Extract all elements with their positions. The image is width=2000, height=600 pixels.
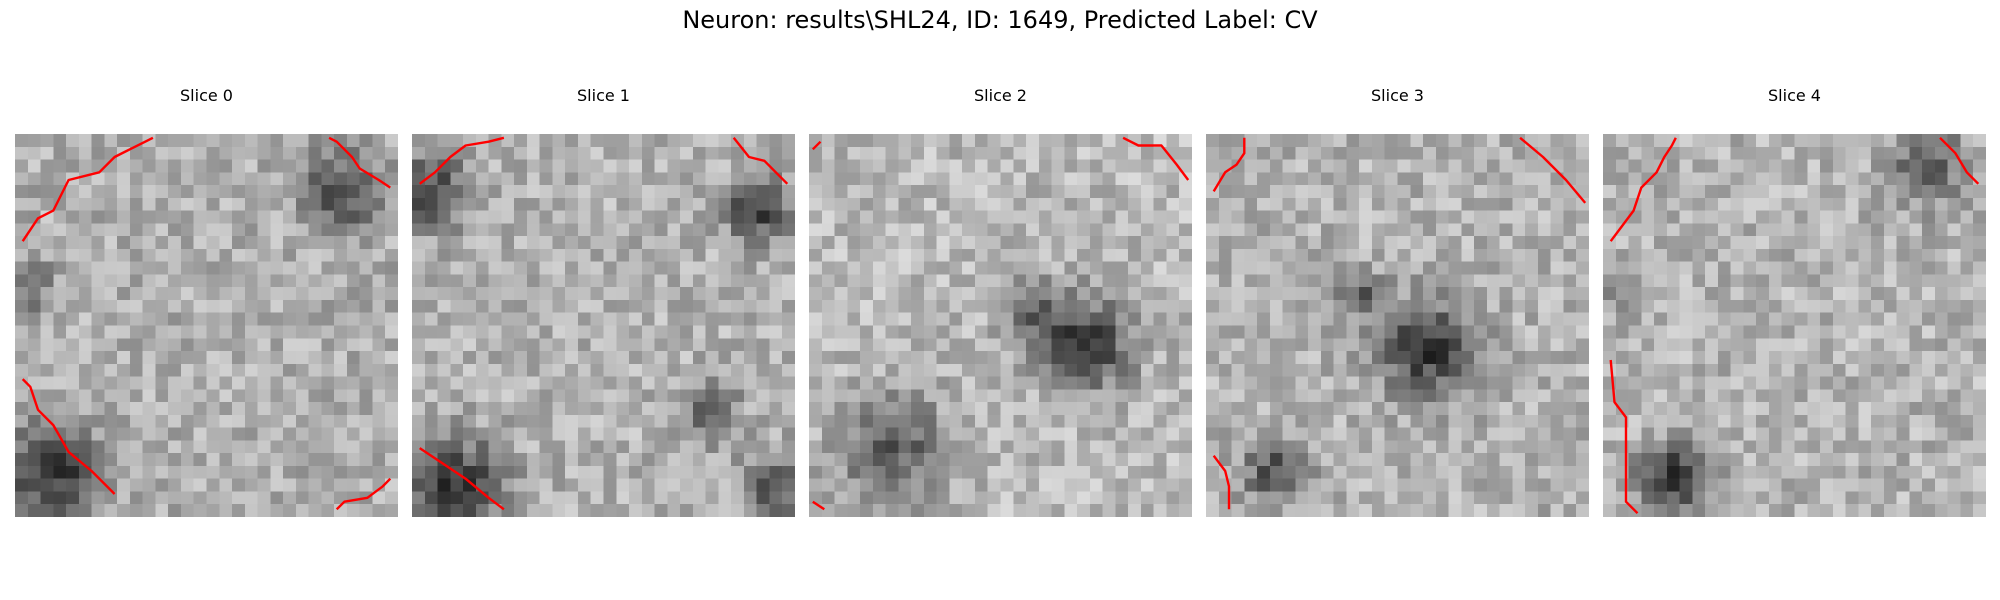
contour-line-2 (1939, 136, 1980, 185)
contour-line-2 (732, 137, 789, 185)
figure-title: Neuron: results\SHL24, ID: 1649, Predict… (682, 6, 1318, 34)
slice-title-4: Slice 4 (1768, 86, 1821, 105)
contour-line-2 (328, 136, 391, 189)
pixel-grid (1206, 134, 1589, 517)
contour-line-0 (1212, 137, 1246, 193)
pixel-grid (412, 134, 795, 517)
contour-line-3 (335, 477, 392, 511)
contour-line-1 (1519, 136, 1587, 204)
contour-line-0 (21, 136, 154, 242)
slice-title-2: Slice 2 (974, 86, 1027, 105)
contour-line-2 (812, 500, 825, 511)
contour-line-1 (1609, 359, 1639, 515)
contour-line-1 (419, 447, 505, 511)
pixel-grid (1603, 134, 1986, 517)
contour-line-0 (1609, 137, 1677, 242)
contour-line-2 (1212, 454, 1231, 510)
pixel-grid (15, 134, 398, 517)
contour-line-0 (811, 140, 822, 151)
contour-line-1 (21, 378, 116, 495)
slice-title-0: Slice 0 (180, 86, 233, 105)
slice-image-4 (1603, 134, 1986, 517)
slice-image-1 (412, 134, 795, 517)
contour-line-1 (1122, 136, 1190, 181)
slice-image-2 (809, 134, 1192, 517)
slice-image-0 (15, 134, 398, 517)
slice-title-3: Slice 3 (1371, 86, 1424, 105)
pixel-grid (809, 134, 1192, 517)
slice-title-1: Slice 1 (577, 86, 630, 105)
contour-line-0 (418, 136, 505, 185)
slice-image-3 (1206, 134, 1589, 517)
